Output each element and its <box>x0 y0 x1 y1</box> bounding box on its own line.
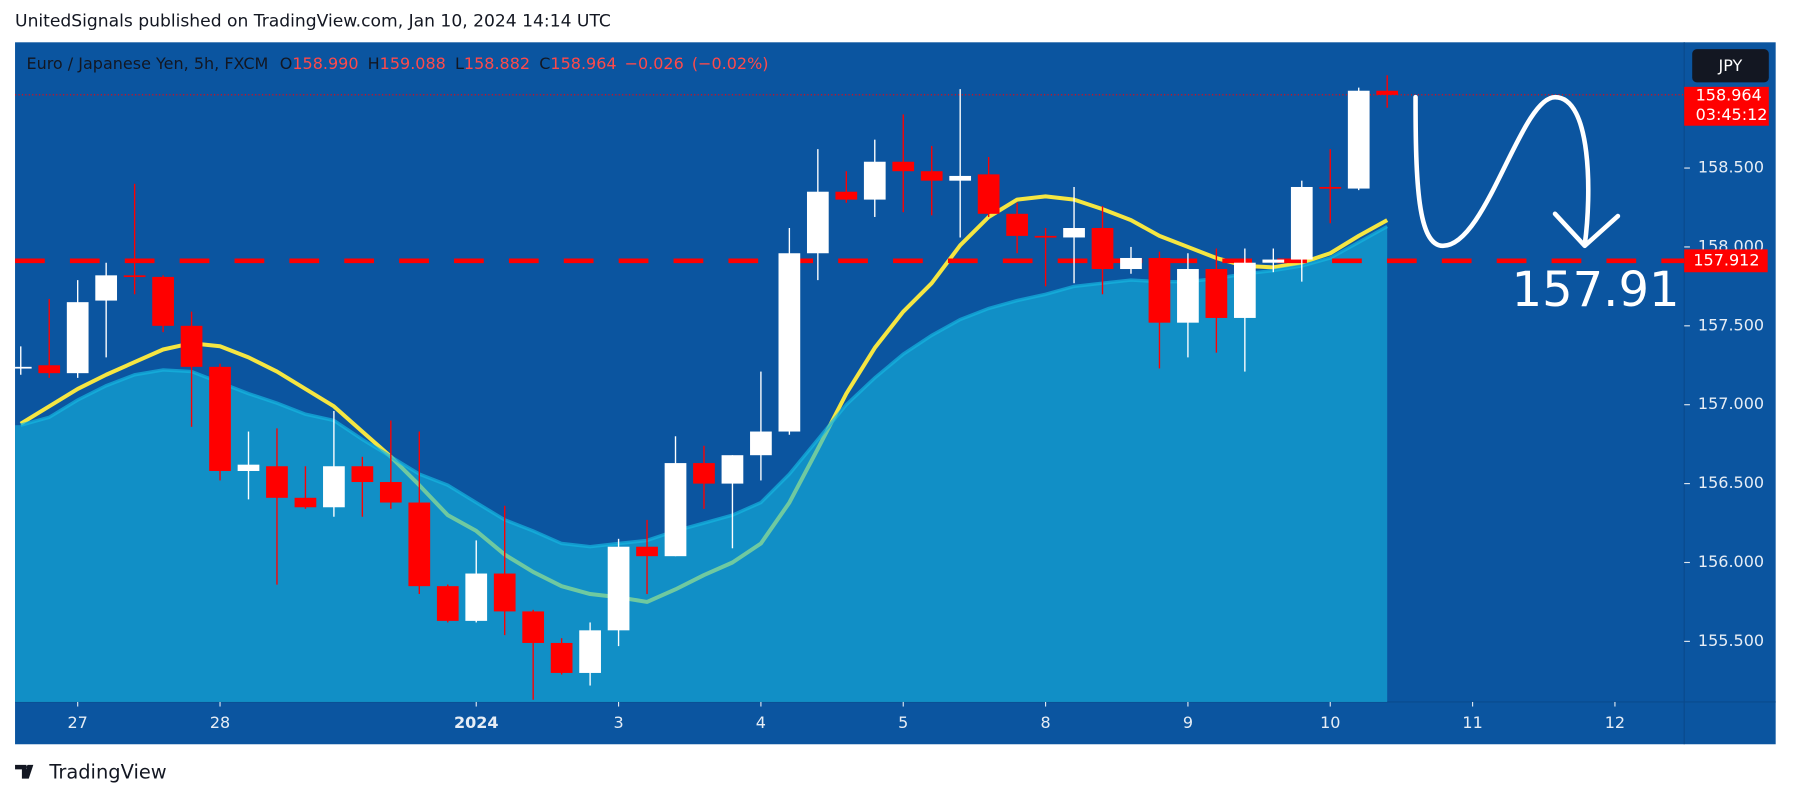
ohlc-prefix: H <box>368 54 380 73</box>
candle-body <box>607 546 630 631</box>
publisher-line: UnitedSignals published on TradingView.c… <box>15 12 611 32</box>
y-tick-label: 155.500 <box>1698 631 1764 650</box>
candle-body <box>152 276 174 326</box>
candle-body <box>436 586 459 621</box>
ohlc-value: (−0.02%) <box>692 54 769 73</box>
candle-body <box>664 463 687 557</box>
candle-body <box>1262 259 1285 263</box>
x-tick-label: 12 <box>1605 713 1625 732</box>
ohlc-prefix: O <box>280 54 293 73</box>
candle-body <box>892 161 915 172</box>
candle-body <box>636 546 658 557</box>
candle-body <box>550 642 573 673</box>
candle-body <box>1319 186 1342 189</box>
candle-body <box>1063 228 1085 238</box>
candle-body <box>1233 262 1256 318</box>
candle-body <box>1148 257 1171 323</box>
candle-body <box>579 630 601 673</box>
moving-average-area <box>15 226 1388 702</box>
candle-body <box>806 191 829 254</box>
x-tick-label: 11 <box>1462 713 1482 732</box>
candle-body <box>1034 235 1057 238</box>
brand-name: TradingView <box>48 760 166 783</box>
currency-button[interactable]: JPY <box>1692 49 1769 83</box>
ohlc-value: 158.990 <box>292 54 358 73</box>
candle-body <box>180 325 203 367</box>
symbol-legend: Euro / Japanese Yen, 5h, FXCM O158.990 H15… <box>26 54 768 73</box>
last-price-label-bg <box>1684 86 1769 126</box>
y-tick-label: 157.500 <box>1698 315 1764 334</box>
ohlc-prefix: L <box>455 54 464 73</box>
x-tick-label: 3 <box>613 713 623 732</box>
level-label-bg <box>1684 249 1768 273</box>
candle-body <box>38 365 61 374</box>
x-tick-label: 8 <box>1040 713 1050 732</box>
candle-body <box>750 431 772 456</box>
ohlc-prefix: C <box>539 54 550 73</box>
candle-body <box>408 502 431 587</box>
candle-body <box>1177 269 1199 323</box>
candle-body <box>920 171 943 181</box>
candle-body <box>863 161 886 200</box>
price-annotation: 157.91 <box>1512 262 1680 318</box>
candle-body <box>66 302 89 374</box>
ohlc-value: −0.026 <box>625 54 684 73</box>
candle-body <box>721 455 744 484</box>
x-tick-label: 28 <box>210 713 230 732</box>
arrow-head <box>1552 211 1621 249</box>
candle-body <box>95 275 118 301</box>
candle-body <box>1376 90 1399 95</box>
candle-body <box>778 253 801 432</box>
ohlc-value: 158.964 <box>550 54 616 73</box>
candle-body <box>1347 90 1370 189</box>
x-tick-label: 27 <box>68 713 88 732</box>
y-tick-label: 156.500 <box>1698 473 1764 492</box>
logo-icon <box>15 764 34 779</box>
candle-body <box>294 497 317 508</box>
bar-countdown: 03:45:12 <box>1696 105 1768 124</box>
candle-body <box>693 463 715 484</box>
candle-body <box>123 275 146 278</box>
x-tick-label: 2024 <box>454 713 499 732</box>
y-tick-label: 157.000 <box>1698 394 1764 413</box>
level-label: 157.912 <box>1693 250 1759 269</box>
x-tick-label: 4 <box>756 713 766 732</box>
candle-body <box>493 573 516 612</box>
candle-body <box>465 573 488 621</box>
candle-body <box>1205 269 1228 318</box>
candle-body <box>266 466 288 498</box>
candle-body <box>977 174 1000 214</box>
plot-area <box>15 75 1685 702</box>
candle-body <box>379 482 402 503</box>
x-tick-label: 5 <box>898 713 908 732</box>
ohlc-value: 159.088 <box>380 54 446 73</box>
x-tick-label: 10 <box>1320 713 1340 732</box>
candle-body <box>835 191 858 200</box>
candle-body <box>1290 186 1313 260</box>
candle-body <box>1006 213 1028 236</box>
candle-body <box>949 175 972 181</box>
drawn-arrow <box>1413 94 1591 249</box>
y-tick-label: 158.500 <box>1698 158 1764 177</box>
candle-body <box>522 611 545 643</box>
candle-body <box>1091 228 1114 270</box>
currency-button-bg[interactable] <box>1692 49 1769 83</box>
ohlc-value: 158.882 <box>464 54 530 73</box>
x-tick-label: 9 <box>1183 713 1193 732</box>
candle-body <box>1120 257 1142 270</box>
candle-body <box>351 466 374 483</box>
symbol-name: Euro / Japanese Yen, 5h, FXCM <box>26 54 268 73</box>
y-tick-label: 156.000 <box>1698 552 1764 571</box>
candle-body <box>237 464 260 471</box>
candle-body <box>15 366 32 369</box>
candle-body <box>323 466 345 508</box>
tradingview-logo: TradingView <box>15 760 167 783</box>
currency-button-label[interactable]: JPY <box>1718 56 1743 75</box>
last-price-label: 158.964 <box>1696 85 1762 104</box>
candle-body <box>209 366 231 471</box>
